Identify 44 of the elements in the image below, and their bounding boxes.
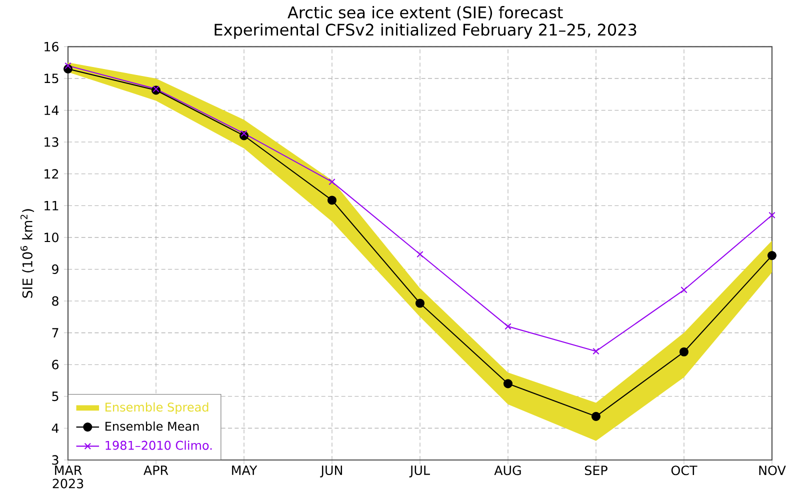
y-tick-label: 6 — [52, 360, 58, 370]
chart-subtitle: Experimental CFSv2 initialized February 21–25, 2023 — [214, 23, 636, 39]
y-tick-label: 12 — [44, 169, 58, 179]
point — [415, 298, 425, 308]
y-tick-label: 10 — [44, 232, 58, 242]
y-tick-label: 11 — [44, 201, 58, 210]
point — [240, 130, 248, 137]
x-tick-label: APR — [144, 466, 168, 475]
point — [64, 62, 72, 70]
annotation: Ensemble Spread — [106, 402, 208, 414]
x-tick-label: JUN — [320, 466, 342, 478]
y-tick-label: 15 — [44, 74, 58, 84]
point — [327, 196, 337, 205]
y-axis-title: SIE (10$^{6}$ km$^{2}$) — [20, 209, 34, 298]
x-tick-label: MAY — [232, 466, 258, 475]
y-tick-label: 13 — [44, 137, 58, 147]
point — [416, 250, 424, 258]
point — [591, 412, 601, 421]
x-tick-label: OCT — [671, 466, 698, 476]
y-tick-label: 8 — [52, 296, 58, 306]
x-tick-label: NOV — [759, 466, 786, 476]
point — [328, 178, 336, 186]
point — [592, 348, 600, 355]
legend-label: 1981–2010 Climo. — [106, 440, 212, 450]
x-tick-label: AUG — [494, 466, 521, 476]
chart-title: Arctic sea ice extent (SIE) forecast — [288, 6, 563, 20]
y-tick-label: 4 — [52, 424, 59, 433]
x-tick-label: JUL — [409, 466, 430, 478]
y-tick-label: 14 — [44, 106, 59, 115]
legend-label: Ensemble Mean — [106, 421, 199, 431]
y-tick-label: 3 — [52, 455, 58, 465]
y-tick-label: 16 — [44, 42, 58, 52]
point — [767, 251, 777, 260]
y-tick-label: 9 — [52, 264, 58, 274]
x-tick-label: MAR 2023 — [52, 466, 84, 488]
point — [680, 286, 688, 294]
point — [504, 323, 512, 330]
y-tick-label: 7 — [52, 328, 58, 338]
y-tick-label: 5 — [52, 392, 58, 402]
point — [503, 379, 513, 388]
point — [152, 86, 160, 92]
x-tick-label: SEP — [584, 466, 608, 476]
point — [679, 347, 689, 356]
point — [768, 212, 776, 219]
